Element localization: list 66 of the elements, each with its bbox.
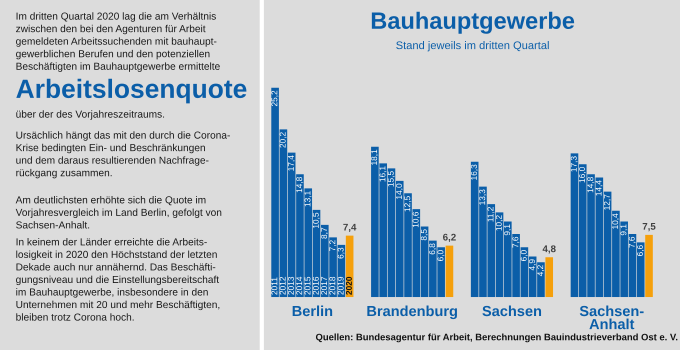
data-label: 14,0	[396, 184, 403, 199]
data-label: 16,1	[380, 166, 386, 182]
series-label: 2016	[312, 276, 319, 295]
data-label: 10,2	[496, 215, 503, 231]
chart-title: Bauhauptgewerbe	[372, 12, 574, 34]
series-label: 2020	[346, 276, 352, 295]
data-label: 6,8	[429, 244, 436, 254]
data-label: 16,0	[579, 167, 586, 182]
x-tick-label: Sachsen- Anhalt	[580, 305, 644, 330]
data-label: 4,2	[537, 265, 544, 276]
text: Ursächlich hängt das mit den durch die Corona- Krise bedingten Ein- und Beschränkungen und dem daraus resultierenden Nachfrage- rückgang zusammen.	[16, 131, 230, 178]
data-label: 25,2	[271, 90, 278, 106]
data-label: 13,1	[304, 191, 312, 206]
x-tick-label: Sachsen	[482, 305, 542, 316]
data-label: 10,5	[312, 212, 320, 228]
data-label: 7,6	[512, 236, 520, 248]
data-label: 11,2	[488, 207, 494, 222]
data-label: 16,3	[471, 164, 478, 180]
series-label: 2017	[321, 276, 328, 295]
data-label: 4,8	[542, 245, 556, 254]
text: In keinem der Länder erreichte die Arbeits- losigkeit in 2020 den Höchststand der letzten Dekade auch nur annähernd. Das Beschäfti- gungsniveau und die Einstellungsbereitschaft im Bauhauptgewerbe, insbesondere in den Unternehmen mit 20 und mehr Beschäftigten, bleiben trotz Corona hoch.	[16, 238, 220, 321]
data-label: 14,8	[296, 177, 304, 192]
series-label: 2011	[271, 278, 278, 295]
series-label: 2015	[304, 276, 310, 295]
source-note: Quellen: Bundesagentur für Arbeit, Berechnungen Bauindustrieverband Ost e. V.	[316, 333, 678, 342]
data-label: 4,9	[528, 259, 536, 270]
data-label: 10,6	[412, 212, 420, 228]
bar	[645, 234, 653, 298]
series-label: 2012	[280, 276, 286, 295]
data-label: 6,3	[338, 248, 345, 258]
bar	[545, 257, 554, 298]
data-label: 6,2	[443, 234, 456, 242]
data-label: 14,4	[596, 180, 603, 196]
data-label: 17,3	[570, 156, 578, 172]
series-label: 2018	[329, 276, 336, 295]
text: Arbeitslosenquote	[16, 78, 246, 104]
data-label: 7,6	[628, 236, 636, 248]
data-label: 8,5	[420, 229, 428, 240]
data-label: 18,1	[371, 150, 378, 165]
bar	[446, 246, 454, 298]
data-label: 15,5	[388, 171, 395, 186]
data-label: 6,0	[520, 250, 528, 261]
data-label: 7,2	[329, 240, 336, 252]
series-label: 2019	[338, 276, 344, 295]
text: Am deutlichsten erhöhte sich die Quote im Vorjahresvergleich im Land Berlin, gefolgt von Sachsen-Anhalt.	[16, 196, 222, 229]
data-label: 10,4	[612, 214, 620, 229]
data-label: 8,7	[321, 228, 328, 239]
data-label: 7,5	[642, 223, 656, 232]
data-label: 13,3	[479, 190, 486, 205]
chart-subtitle: Stand jeweils im dritten Quartal	[396, 41, 549, 52]
series-label: 2013	[288, 276, 294, 295]
data-label: 7,4	[343, 224, 356, 232]
data-label: 12,7	[604, 194, 611, 210]
text: Im dritten Quartal 2020 lag die am Verhältnis zwischen den bei den Agenturen für Arbeit gemeldeten Arbeitssuchenden mit bauhaupt- gewerblichen Berufen und den potenziellen Beschäftigten im Bauhauptgewerbe ermittelte	[16, 12, 220, 72]
x-tick-label: Berlin	[292, 305, 332, 316]
data-label: 12,5	[404, 196, 412, 212]
x-tick-label: Brandenburg	[367, 305, 457, 320]
series-label: 2014	[296, 276, 302, 295]
data-label: 9,1	[620, 224, 628, 236]
data-label: 6,6	[637, 245, 644, 256]
data-label: 6,0	[437, 250, 444, 261]
text: über der des Vorjahreszeitraums.	[16, 110, 164, 120]
data-label: 17,4	[288, 155, 295, 171]
data-label: 9,1	[504, 224, 512, 236]
data-label: 14,8	[587, 177, 594, 192]
data-label: 20,2	[280, 132, 287, 148]
